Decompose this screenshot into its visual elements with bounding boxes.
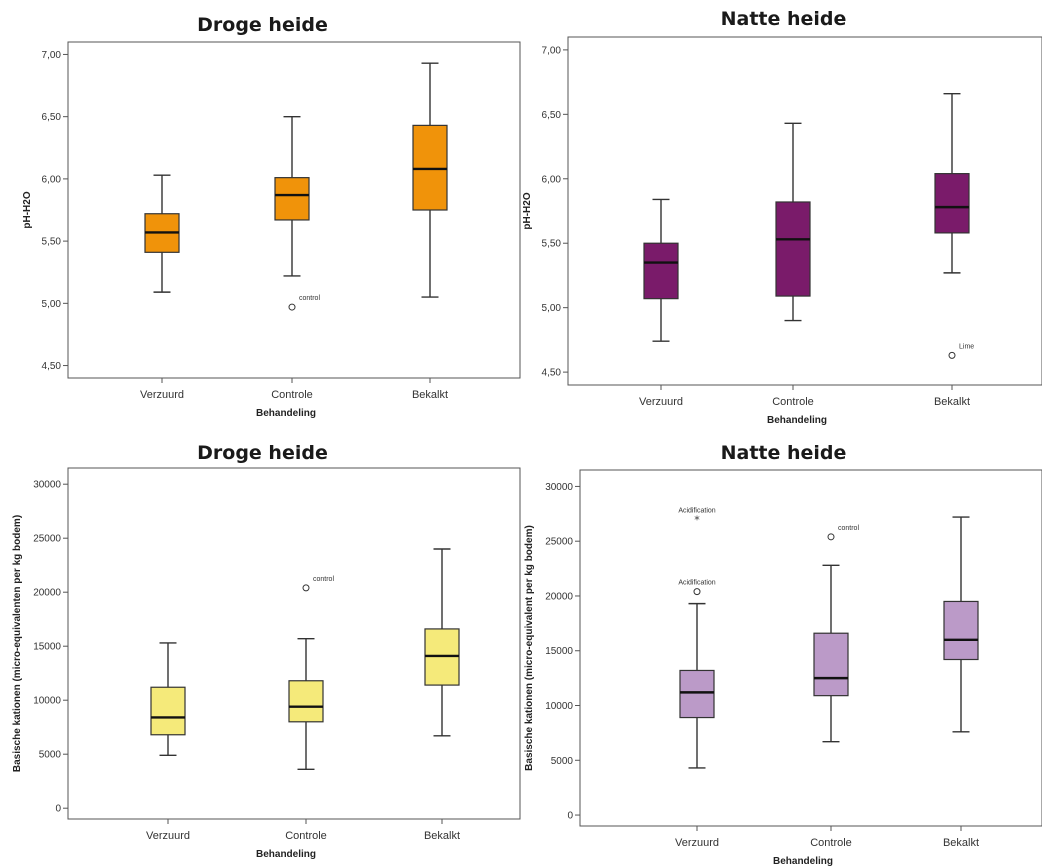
x-tick-label: Bekalkt (412, 389, 448, 401)
box-bekalkt (934, 93, 970, 274)
outlier-point (302, 584, 310, 592)
box-body (775, 201, 811, 297)
y-tick-label: 10000 (545, 701, 573, 712)
x-tick-label: Bekalkt (934, 396, 970, 408)
x-tick-label: Controle (285, 830, 327, 842)
y-tick-label: 15000 (545, 646, 573, 657)
chart-panel-kationen-natte: Natte heide 0 5000 10000 15000 20000 25000 300… (524, 436, 1042, 866)
box-body (150, 686, 186, 736)
y-tick-label: 4,50 (42, 361, 62, 372)
chart-svg: 4,50 5,00 5,50 6,00 6,50 7,00 Verzuurd Controle… (522, 36, 1042, 426)
y-tick-label: 30000 (545, 482, 573, 493)
y-tick-label: 15000 (33, 642, 61, 653)
plot-frame (67, 41, 521, 379)
chart-panel-kationen-droge: Droge heide 0 5000 10000 15000 20000 25000 300… (0, 436, 525, 866)
chart-title: Droge heide (197, 442, 328, 464)
box-controle (775, 122, 811, 322)
box-bekalkt (424, 548, 460, 737)
box-body (934, 173, 970, 234)
box-verzuurd (643, 198, 679, 342)
x-axis-title: Behandeling (767, 415, 827, 426)
y-tick-label: 5,00 (542, 303, 562, 314)
x-axis-title: Behandeling (256, 408, 316, 419)
plot-frame (579, 469, 1042, 827)
box-controle (288, 637, 324, 771)
box-controle (813, 564, 849, 743)
outlier-label: Acidification (678, 580, 715, 587)
box-body (412, 124, 448, 211)
y-tick-label: 5,50 (542, 239, 562, 250)
x-tick-label: Verzuurd (140, 389, 184, 401)
outlier-point (693, 588, 701, 596)
y-tick-label: 5,50 (42, 237, 62, 248)
outlier-label: control (838, 525, 859, 532)
x-tick-label: Verzuurd (639, 396, 683, 408)
outlier-label: control (313, 576, 334, 583)
y-tick-label: 0 (567, 811, 573, 822)
y-axis-title: pH-H2O (22, 191, 33, 228)
chart-title: Natte heide (720, 442, 847, 464)
y-tick-label: 10000 (33, 696, 61, 707)
y-tick-label: 6,00 (42, 174, 62, 185)
y-tick-label: 5,00 (42, 299, 62, 310)
y-tick-label: 25000 (545, 537, 573, 548)
y-tick-label: 5000 (39, 750, 62, 761)
box-body (813, 632, 849, 697)
chart-panel-ph-natte: Natte heide 4,50 5,00 5,50 6,00 6,50 7,00 Verz… (522, 0, 1042, 436)
box-body (274, 177, 310, 221)
x-tick-label: Bekalkt (943, 837, 979, 849)
chart-panel-ph-droge: Droge heide 4,50 5,00 5,50 6,00 6,50 7,00 Verz… (0, 0, 525, 430)
chart-title: Droge heide (197, 14, 328, 36)
plot-frame (567, 36, 1042, 386)
y-tick-label: 6,50 (42, 112, 62, 123)
y-tick-label: 5000 (551, 756, 574, 767)
y-tick-label: 7,00 (42, 50, 62, 61)
y-tick-label: 4,50 (542, 368, 562, 379)
chart-svg: 0 5000 10000 15000 20000 25000 30000 Verzuurd Co… (12, 467, 521, 860)
y-tick-label: 6,50 (542, 110, 562, 121)
x-axis-title: Behandeling (773, 856, 833, 866)
outlier-label: Lime (959, 343, 974, 350)
box-bekalkt (943, 516, 979, 733)
plot-frame (67, 467, 521, 820)
x-axis-title: Behandeling (256, 849, 316, 860)
outlier-point (288, 303, 296, 311)
box-body (943, 600, 979, 661)
y-axis-title: Basische kationen (micro-equivalenten pe… (12, 515, 23, 772)
chart-svg: 4,50 5,00 5,50 6,00 6,50 7,00 Verzuurd Controle… (22, 41, 521, 419)
box-verzuurd (144, 174, 180, 293)
box-controle (274, 115, 310, 277)
outlier-point (827, 533, 835, 541)
outlier-point (948, 351, 956, 359)
y-axis-title: pH-H2O (522, 192, 533, 229)
chart-title: Natte heide (720, 8, 847, 30)
y-tick-label: 6,00 (542, 174, 562, 185)
x-tick-label: Controle (810, 837, 852, 849)
x-tick-label: Controle (271, 389, 313, 401)
y-tick-label: 20000 (33, 588, 61, 599)
y-tick-label: 30000 (33, 480, 61, 491)
x-tick-label: Verzuurd (146, 830, 190, 842)
outlier-label: Acidification (678, 507, 715, 514)
box-body (643, 242, 679, 300)
x-tick-label: Controle (772, 396, 814, 408)
outlier-label: control (299, 295, 320, 302)
y-tick-label: 0 (55, 804, 61, 815)
y-tick-label: 7,00 (542, 45, 562, 56)
box-verzuurd (150, 642, 186, 756)
x-tick-label: Bekalkt (424, 830, 460, 842)
y-tick-label: 25000 (33, 534, 61, 545)
box-body (288, 680, 324, 723)
box-body (679, 669, 715, 719)
box-verzuurd (679, 602, 715, 769)
y-tick-label: 20000 (545, 591, 573, 602)
chart-svg: 0 5000 10000 15000 20000 25000 30000 Verzuurd Co… (524, 469, 1042, 866)
y-axis-title: Basische kationen (micro-equivalent per … (524, 525, 535, 771)
outlier-star: * (694, 513, 700, 526)
x-tick-label: Verzuurd (675, 837, 719, 849)
box-bekalkt (412, 62, 448, 298)
